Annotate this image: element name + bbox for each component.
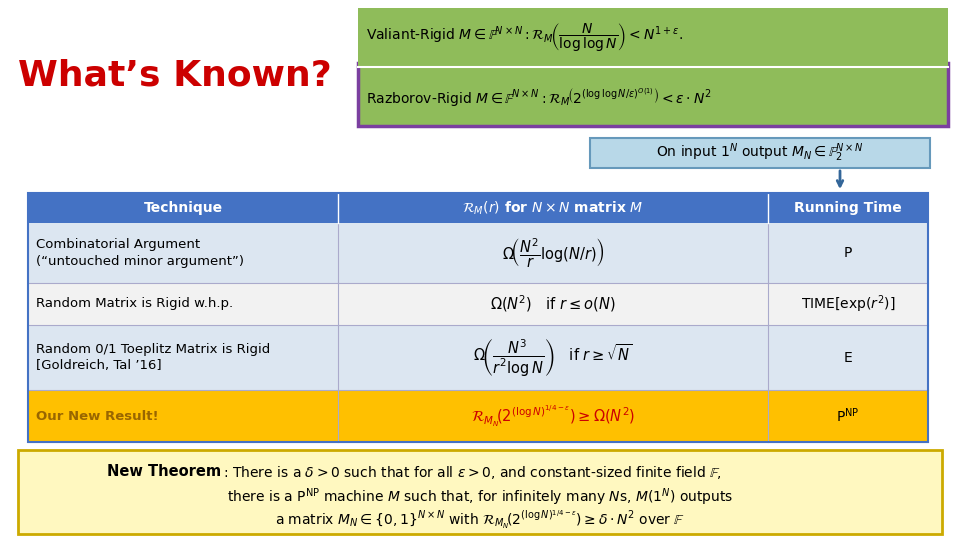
Text: $\mathrm{P}^{\mathrm{NP}}$: $\mathrm{P}^{\mathrm{NP}}$: [836, 407, 860, 426]
Text: Technique: Technique: [143, 201, 223, 215]
Text: a matrix $M_N \in \{0,1\}^{N\times N}$ with $\mathcal{R}_{M_N}\!\left(2^{(\log N: a matrix $M_N \in \{0,1\}^{N\times N}$ w…: [275, 508, 685, 531]
Text: What’s Known?: What’s Known?: [18, 58, 332, 92]
Text: $\Omega\!\left(\dfrac{N^2}{r}\log(N/r)\right)$: $\Omega\!\left(\dfrac{N^2}{r}\log(N/r)\r…: [501, 237, 605, 269]
Bar: [28, 193, 928, 442]
Text: Running Time: Running Time: [794, 201, 901, 215]
Text: $\mathcal{R}_M(r)$ for $N \times N$ matrix $M$: $\mathcal{R}_M(r)$ for $N \times N$ matr…: [463, 199, 644, 217]
Text: E: E: [844, 350, 852, 365]
Bar: [358, 63, 948, 126]
Bar: [18, 450, 942, 534]
Bar: [358, 8, 948, 67]
Text: Razborov-Rigid $M \in \mathbb{F}^{N\times N}: \mathcal{R}_M\!\left(2^{(\log\log : Razborov-Rigid $M \in \mathbb{F}^{N\time…: [366, 85, 711, 107]
Text: Combinatorial Argument
(“untouched minor argument”): Combinatorial Argument (“untouched minor…: [36, 238, 244, 268]
Text: Random 0/1 Toeplitz Matrix is Rigid
[Goldreich, Tal ’16]: Random 0/1 Toeplitz Matrix is Rigid [Gol…: [36, 342, 271, 373]
Text: Random Matrix is Rigid w.h.p.: Random Matrix is Rigid w.h.p.: [36, 298, 233, 310]
Bar: [28, 325, 928, 390]
Text: New Theorem: New Theorem: [108, 464, 221, 479]
Bar: [28, 193, 928, 223]
Text: P: P: [844, 246, 852, 260]
Text: $\mathcal{R}_{M_N}\!\left(2^{(\log N)^{1/4-\varepsilon}}\right) \geq \Omega(N^2): $\mathcal{R}_{M_N}\!\left(2^{(\log N)^{1…: [470, 403, 636, 429]
Text: there is a P$^{\mathrm{NP}}$ machine $M$ such that, for infinitely many $N$s, $M: there is a P$^{\mathrm{NP}}$ machine $M$…: [227, 486, 733, 508]
Text: $\mathrm{TIME}[\exp(r^2)]$: $\mathrm{TIME}[\exp(r^2)]$: [801, 293, 896, 315]
Bar: [28, 390, 928, 442]
Bar: [28, 283, 928, 325]
Text: Valiant-Rigid $M \in \mathbb{F}^{N\times N}: \mathcal{R}_M\!\left(\dfrac{N}{\log: Valiant-Rigid $M \in \mathbb{F}^{N\times…: [366, 21, 684, 53]
Text: $\Omega(N^2)$   if $r \leq o(N)$: $\Omega(N^2)$ if $r \leq o(N)$: [491, 294, 615, 314]
Bar: [590, 138, 930, 168]
Text: Our New Result!: Our New Result!: [36, 409, 158, 422]
Bar: [358, 8, 948, 126]
Text: On input $1^N$ output $M_N \in \mathbb{F}_2^{N\times N}$: On input $1^N$ output $M_N \in \mathbb{F…: [657, 141, 864, 164]
Bar: [28, 223, 928, 283]
Text: : There is a $\delta > 0$ such that for all $\varepsilon > 0$, and constant-size: : There is a $\delta > 0$ such that for …: [224, 464, 721, 481]
Text: $\Omega\!\left(\dfrac{N^3}{r^2 \log N}\right)$   if $r \geq \sqrt{N}$: $\Omega\!\left(\dfrac{N^3}{r^2 \log N}\r…: [473, 337, 633, 378]
